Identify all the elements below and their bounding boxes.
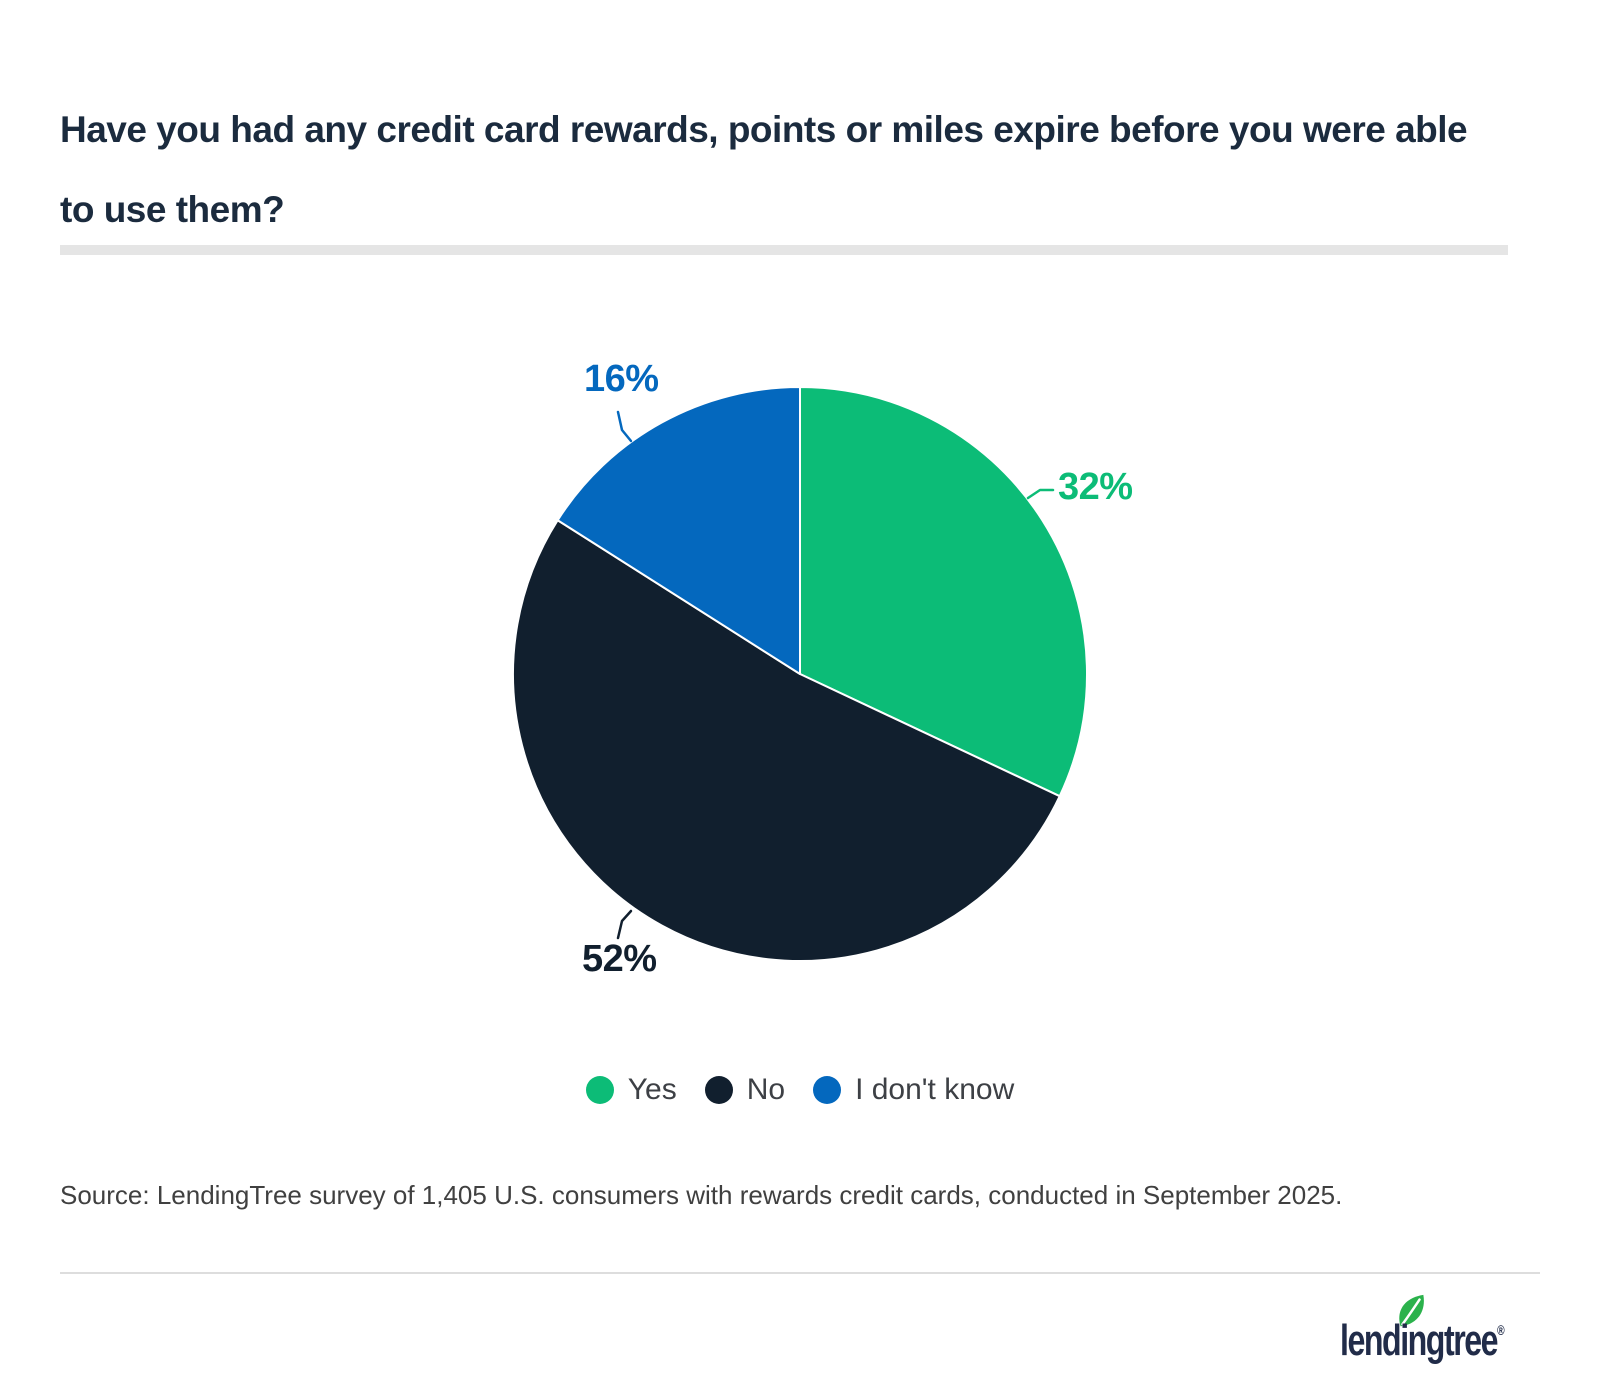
pie-slice-i-don-t-know <box>556 386 801 675</box>
chart-legend: Yes No I don't know <box>0 1073 1600 1107</box>
title-line-2: to use them? <box>60 189 285 230</box>
legend-label-no: No <box>746 1073 786 1106</box>
pie-chart-svg <box>512 386 1089 962</box>
legend-dot-no-icon <box>704 1076 733 1104</box>
source-note: Source: LendingTree survey of 1,405 U.S.… <box>60 1180 1343 1210</box>
title-line-1: Have you had any credit card rewards, po… <box>60 109 1468 150</box>
legend-item-no: No <box>704 1073 786 1107</box>
pie-slice-no <box>512 519 1061 962</box>
leaf-icon <box>1399 1294 1424 1327</box>
legend-dot-yes-icon <box>585 1076 614 1104</box>
leader-line-yes <box>1026 488 1055 500</box>
logo-wordmark: lendingtree® <box>1340 1316 1505 1365</box>
pie-slices <box>512 386 1089 962</box>
page-title: Have you had any credit card rewards, po… <box>60 90 1550 250</box>
legend-dot-i-dont-know-icon <box>813 1076 842 1104</box>
legend-item-yes: Yes <box>585 1073 677 1107</box>
registered-trademark: ® <box>1497 1322 1505 1338</box>
leader-line-idk <box>616 410 633 443</box>
leader-line-no <box>616 909 633 940</box>
slice-label-i-dont-know: 16% <box>584 358 659 400</box>
pie-slice-yes <box>799 386 1089 798</box>
legend-item-i-dont-know: I don't know <box>813 1073 1014 1107</box>
legend-label-i-dont-know: I don't know <box>855 1073 1015 1106</box>
title-divider-bar <box>60 245 1508 255</box>
lendingtree-logo: lendingtree® <box>1340 1294 1560 1386</box>
slice-label-yes: 32% <box>1058 466 1133 508</box>
footer-divider <box>60 1272 1540 1274</box>
legend-label-yes: Yes <box>627 1073 677 1106</box>
slice-label-no: 52% <box>582 938 657 980</box>
